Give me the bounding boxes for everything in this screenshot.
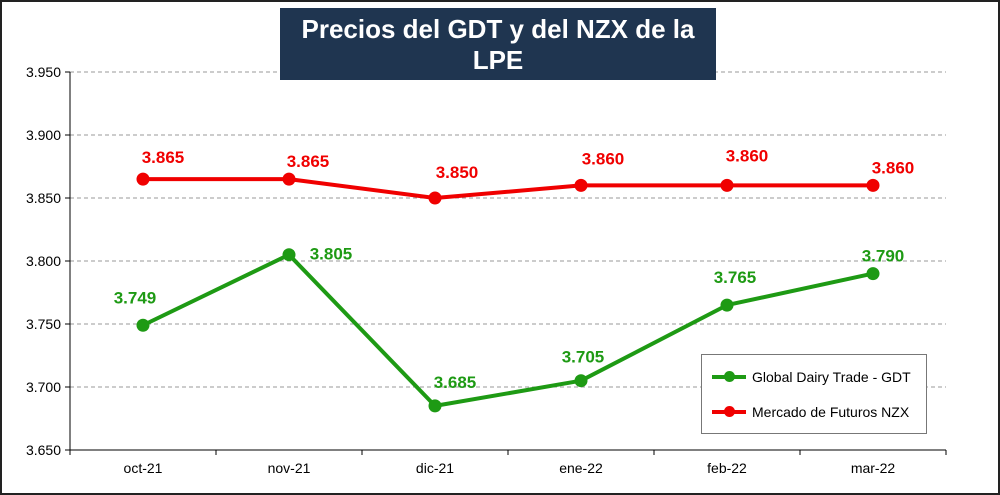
data-point-nzx — [720, 178, 734, 192]
legend-swatch-nzx — [712, 406, 746, 417]
series-layer — [136, 172, 880, 413]
data-label-gdt: 3.705 — [562, 348, 605, 367]
y-tick-label: 3.750 — [26, 316, 61, 332]
x-tick-label: oct-21 — [124, 460, 163, 476]
gridlines — [70, 71, 946, 388]
series-line-nzx — [143, 177, 873, 200]
data-point-gdt — [720, 298, 734, 312]
data-point-gdt — [574, 374, 588, 388]
y-tick-label: 3.650 — [26, 442, 61, 458]
data-label-nzx: 3.850 — [436, 163, 479, 182]
legend: Global Dairy Trade - GDT Mercado de Futu… — [701, 354, 927, 434]
legend-label-nzx: Mercado de Futuros NZX — [752, 404, 910, 420]
data-labels: 3.749 3.805 3.685 3.705 3.765 3.790 3.865 3.865… — [114, 146, 915, 392]
data-point-gdt — [136, 318, 150, 332]
axes: 3.650 3.700 3.750 3.800 3.850 3.900 3.950 oct-2… — [26, 64, 947, 476]
data-label-nzx: 3.860 — [582, 149, 625, 168]
data-label-nzx: 3.860 — [726, 146, 769, 165]
data-point-gdt — [282, 248, 296, 262]
legend-swatch-gdt — [712, 371, 746, 382]
x-tick-label: dic-21 — [416, 460, 454, 476]
y-tick-label: 3.900 — [26, 127, 61, 143]
data-point-nzx — [282, 172, 296, 186]
x-tick-label: ene-22 — [559, 460, 603, 476]
chart-title-box: Precios del GDT y del NZX de la LPE - ac… — [280, 8, 716, 100]
y-tick-label: 3.800 — [26, 253, 61, 269]
data-label-nzx: 3.865 — [142, 148, 185, 167]
data-label-nzx: 3.865 — [287, 152, 330, 171]
x-tick-label: nov-21 — [268, 460, 311, 476]
data-label-gdt: 3.805 — [310, 245, 353, 264]
y-tick-label: 3.700 — [26, 379, 61, 395]
legend-entry-nzx: Mercado de Futuros NZX — [712, 402, 909, 422]
data-point-nzx — [866, 178, 880, 192]
legend-label-gdt: Global Dairy Trade - GDT — [752, 369, 911, 385]
legend-entry-gdt: Global Dairy Trade - GDT — [712, 367, 911, 387]
chart-title: Precios del GDT y del NZX de la LPE — [301, 14, 695, 75]
data-point-nzx — [574, 178, 588, 192]
data-label-nzx: 3.860 — [872, 158, 915, 177]
series-line-gdt — [142, 252, 874, 408]
data-label-gdt: 3.790 — [862, 247, 905, 266]
y-tick-label: 3.950 — [26, 64, 61, 80]
data-label-gdt: 3.685 — [434, 373, 477, 392]
data-label-gdt: 3.749 — [114, 288, 157, 307]
x-tick-label: feb-22 — [707, 460, 747, 476]
data-point-gdt — [428, 399, 442, 413]
data-point-nzx — [136, 172, 150, 186]
y-tick-label: 3.850 — [26, 190, 61, 206]
x-tick-label: mar-22 — [851, 460, 896, 476]
data-point-nzx — [428, 191, 442, 205]
chart-subtitle: - actual y futuros meses- — [388, 78, 608, 100]
data-label-gdt: 3.765 — [714, 268, 757, 287]
data-point-gdt — [866, 267, 880, 281]
